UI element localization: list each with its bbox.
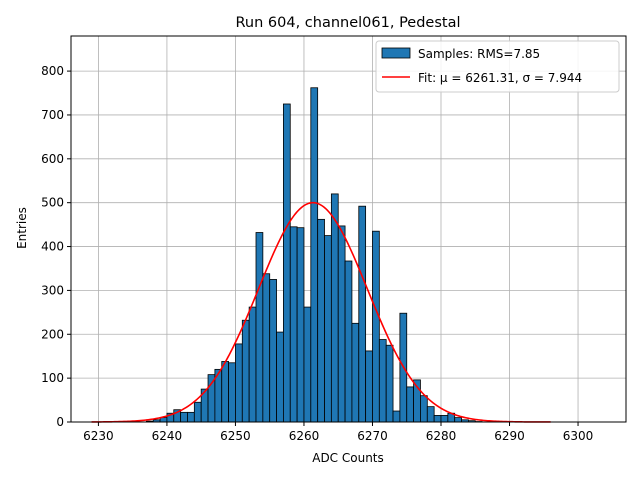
fit-curve (91, 201, 551, 423)
histogram-bar (351, 322, 360, 423)
x-tick-label: 6290 (494, 429, 525, 443)
histogram-bar (193, 401, 202, 423)
y-tick-label: 800 (41, 64, 64, 78)
histogram-bar (241, 319, 250, 423)
x-tick-label: 6300 (563, 429, 594, 443)
legend: Samples: RMS=7.85 Fit: μ = 6261.31, σ = … (375, 40, 620, 93)
x-axis-label: ADC Counts (312, 451, 384, 465)
histogram-bar (330, 193, 339, 423)
histogram-bar (276, 331, 284, 423)
histogram-bar (344, 260, 353, 423)
histogram-bar (235, 343, 243, 423)
x-tick-label: 6230 (83, 429, 114, 443)
histogram-bar (440, 415, 449, 423)
histogram-bar (187, 411, 195, 423)
histogram-bar (269, 279, 277, 423)
axes-frame (70, 35, 627, 423)
histogram-bar (255, 232, 264, 423)
legend-samples-swatch (381, 47, 411, 59)
histogram-bar (221, 361, 229, 423)
x-tick-label: 6270 (357, 429, 388, 443)
histogram-bar (378, 339, 387, 423)
chart-title: Run 604, channel061, Pedestal (235, 15, 460, 31)
histogram-bar (372, 230, 380, 423)
histogram-bar (262, 273, 271, 423)
histogram-bar (454, 417, 462, 423)
legend-frame (375, 40, 620, 93)
plot-area: 6230 6240 6250 6260 6270 6280 6290 6300 0 100 200 3… (41, 35, 627, 443)
histogram-bar (283, 103, 291, 423)
histogram-bar (426, 406, 435, 423)
histogram-bar (337, 225, 346, 423)
x-tick-label: 6260 (289, 429, 320, 443)
histogram-bar (248, 306, 257, 423)
histogram-bar (358, 205, 367, 423)
histogram-bar (289, 226, 298, 423)
y-tick-label: 600 (41, 152, 64, 166)
y-tick-label: 500 (41, 196, 64, 210)
histogram-bar (303, 306, 312, 423)
histogram-bar (406, 386, 414, 423)
histogram-bar (385, 344, 394, 423)
histogram-bar (365, 350, 373, 423)
histogram-bar (433, 415, 442, 423)
x-tick-label: 6250 (220, 429, 251, 443)
y-axis-label: Entries (15, 207, 29, 249)
y-tick-label: 700 (41, 108, 64, 122)
histogram-bar (420, 395, 428, 423)
x-tick-label: 6280 (426, 429, 457, 443)
legend-samples-label: Samples: RMS=7.85 (418, 47, 540, 61)
y-tick-label: 200 (41, 327, 64, 341)
x-tick-label: 6240 (152, 429, 183, 443)
y-tick-label: 400 (41, 240, 64, 254)
histogram-bar (180, 411, 188, 423)
histogram-bar (296, 227, 305, 423)
histogram-bar (324, 235, 332, 423)
legend-fit-label: Fit: μ = 6261.31, σ = 7.944 (418, 71, 582, 85)
histogram-bar (317, 218, 325, 423)
histogram-bar (207, 374, 216, 423)
y-tick-label: 0 (56, 415, 64, 429)
y-tick-label: 100 (41, 371, 64, 385)
histogram-bar (392, 410, 401, 423)
y-tick-label: 300 (41, 283, 64, 297)
histogram-bar (228, 362, 236, 423)
histogram-bar (310, 87, 319, 423)
